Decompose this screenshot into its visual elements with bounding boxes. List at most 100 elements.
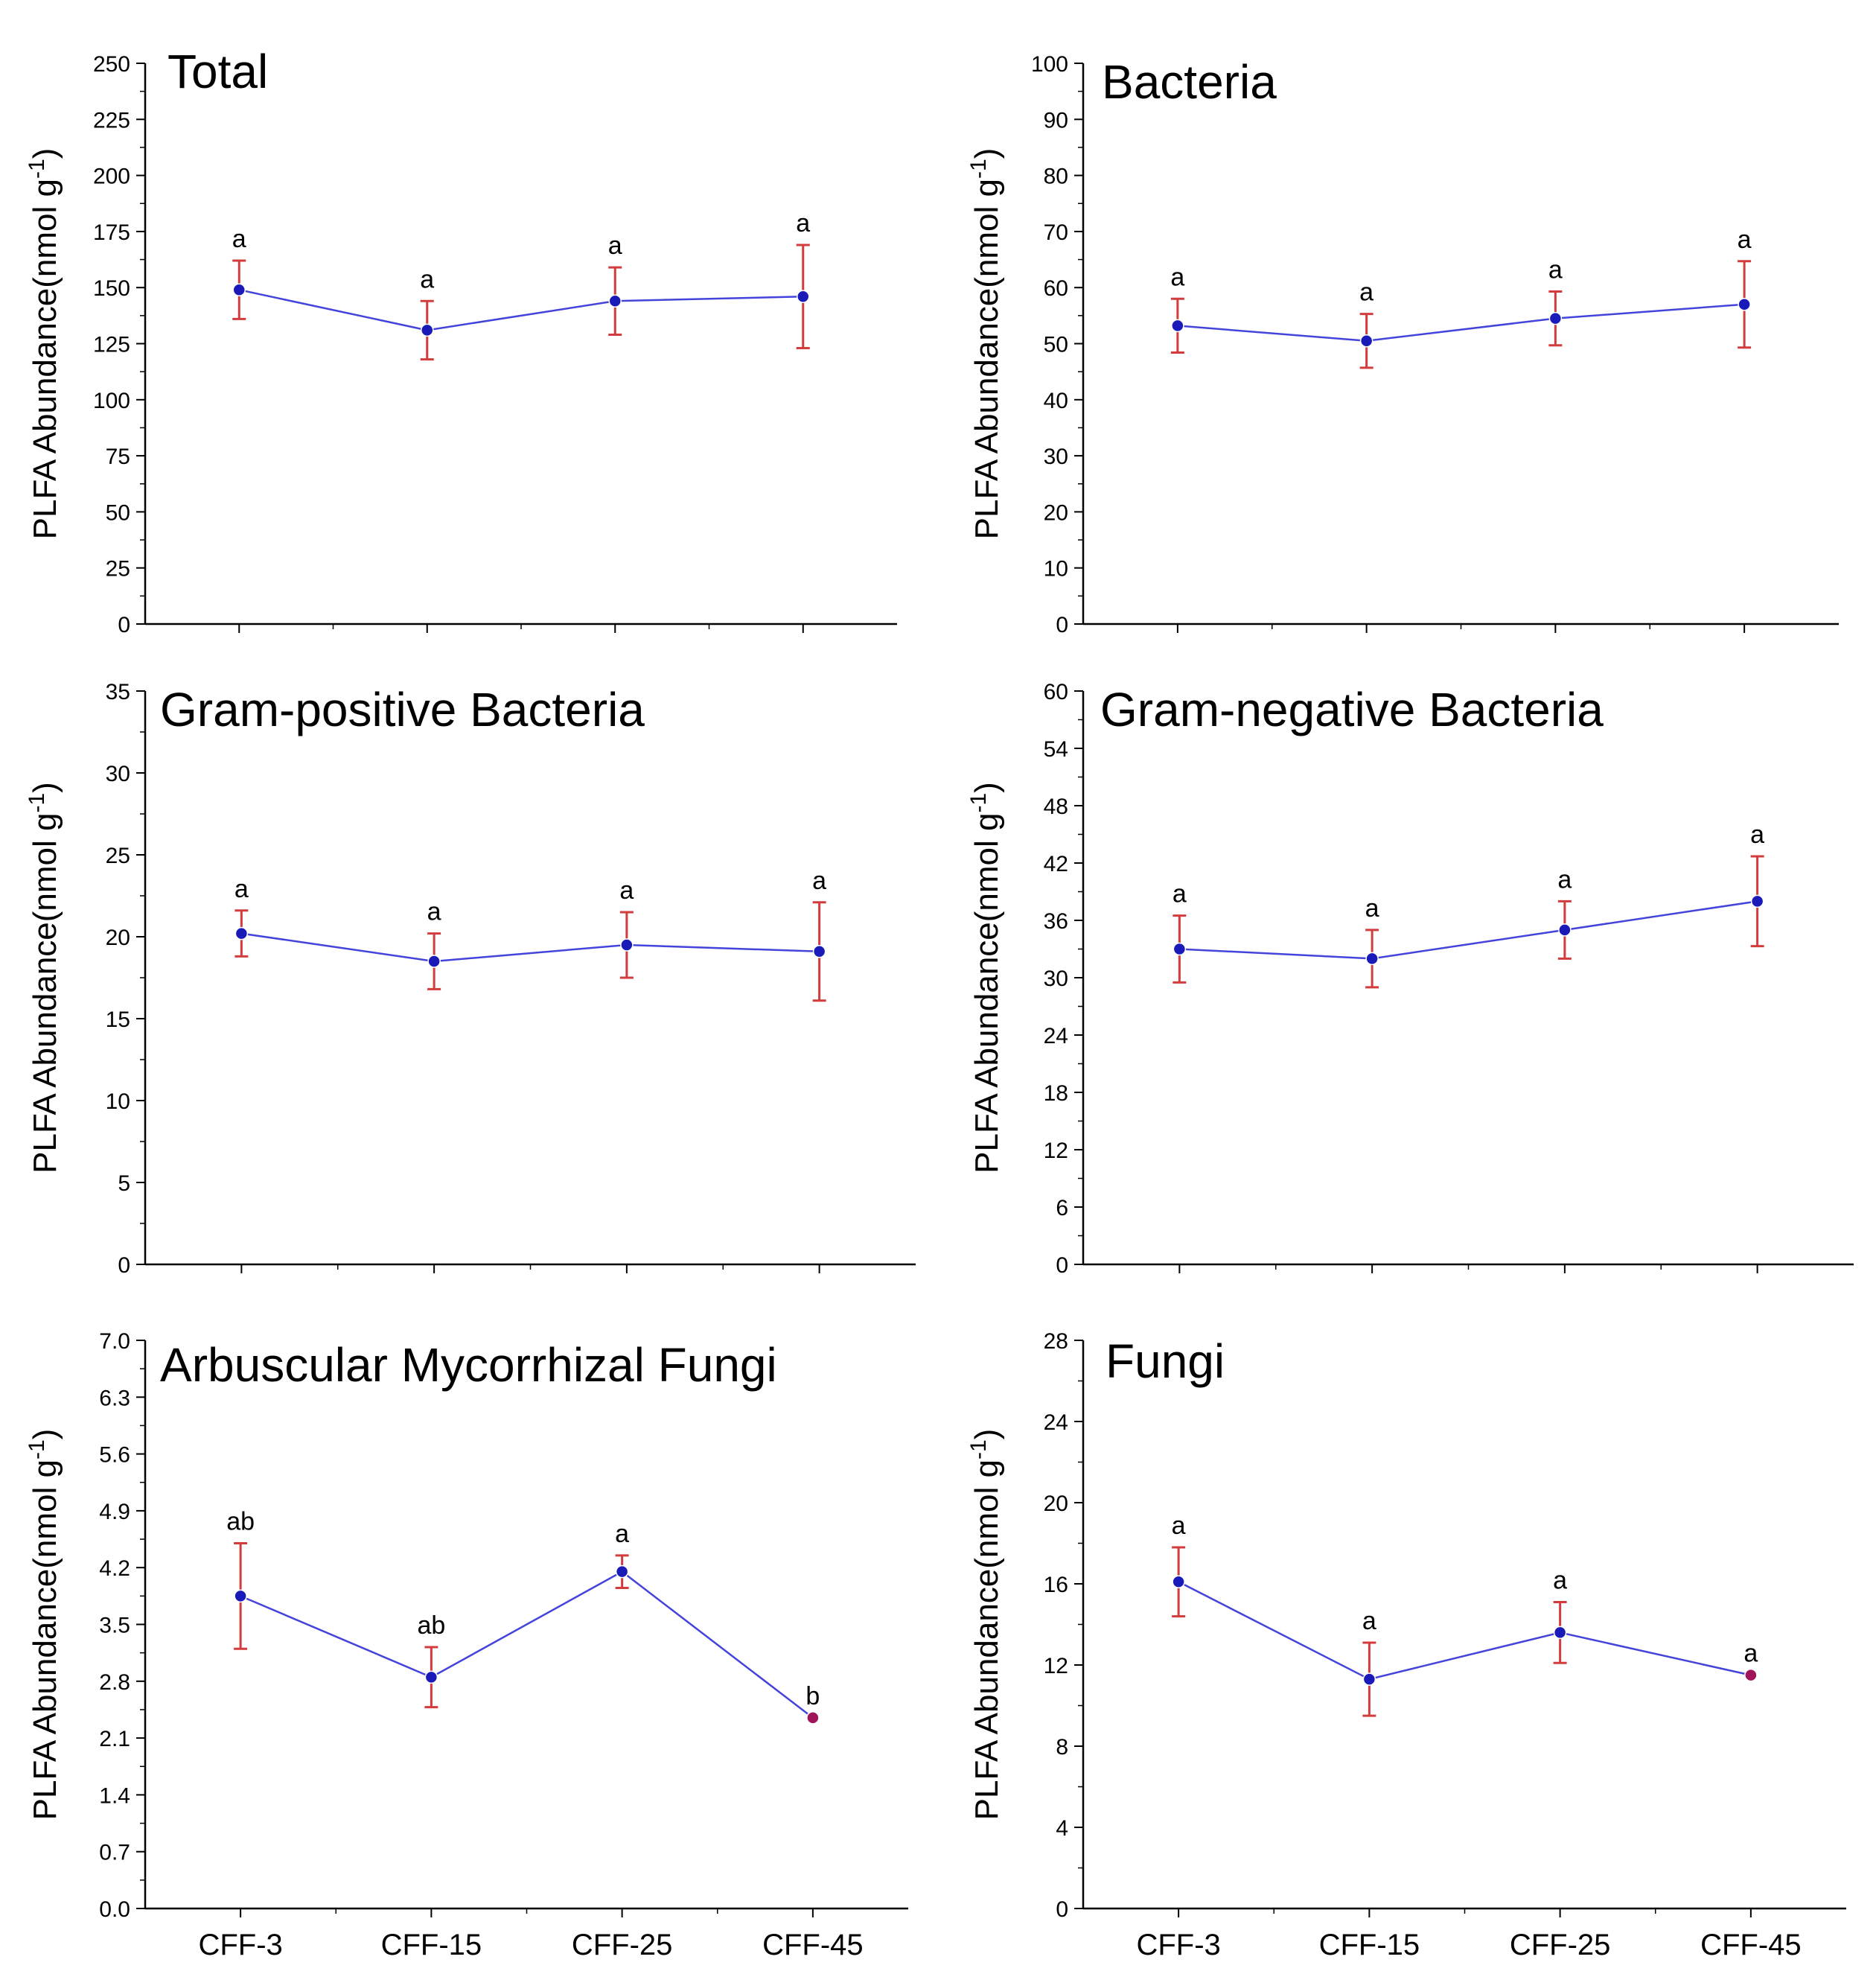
y-tick-label: 36 bbox=[1044, 909, 1068, 934]
y-tick-label: 250 bbox=[93, 52, 130, 77]
data-point bbox=[421, 323, 434, 337]
significance-letter: a bbox=[1365, 894, 1379, 923]
significance-letter: a bbox=[1172, 880, 1187, 908]
y-axis-label-superscript: -1 bbox=[25, 793, 49, 813]
y-tick-label: 3.5 bbox=[99, 1614, 130, 1638]
significance-letter: b bbox=[805, 1682, 820, 1710]
y-tick-label: 80 bbox=[1044, 165, 1068, 189]
y-tick-label: 28 bbox=[1044, 1329, 1068, 1354]
significance-letter: a bbox=[812, 867, 826, 895]
y-axis-label-close: ) bbox=[969, 1429, 1005, 1440]
x-category-label: CFF-15 bbox=[381, 1929, 482, 1961]
y-tick-label: 50 bbox=[106, 500, 130, 525]
chart-panel-3: 0 5 10 15 20 25 30 35 Gram-positive Bacteria PLFA… bbox=[25, 680, 916, 1278]
y-tick-label: 20 bbox=[1044, 1491, 1068, 1516]
y-tick-label: 10 bbox=[1044, 557, 1068, 582]
y-tick-label: 48 bbox=[1044, 795, 1068, 819]
x-category-label: CFF-25 bbox=[572, 1929, 673, 1961]
chart-title: Fungi bbox=[1106, 1334, 1225, 1388]
y-tick-label: 175 bbox=[93, 220, 130, 245]
significance-letter: ab bbox=[417, 1611, 445, 1640]
y-tick-label: 5.6 bbox=[99, 1443, 130, 1468]
y-tick-label: 60 bbox=[1044, 276, 1068, 301]
data-point bbox=[620, 938, 634, 952]
y-tick-label: 4 bbox=[1056, 1816, 1068, 1841]
y-axis-label-superscript: -1 bbox=[25, 159, 49, 179]
data-point bbox=[812, 945, 826, 958]
significance-letter: a bbox=[1170, 263, 1184, 291]
chart-title: Total bbox=[168, 45, 268, 98]
y-axis-label-superscript: -1 bbox=[25, 1439, 49, 1459]
y-axis-label-main: PLFA Abundance(nmol g bbox=[27, 179, 63, 539]
y-tick-label: 8 bbox=[1056, 1735, 1068, 1760]
y-tick-label: 75 bbox=[106, 445, 130, 469]
series-line bbox=[241, 932, 820, 963]
significance-letter: a bbox=[1359, 278, 1374, 307]
y-tick-label: 30 bbox=[1044, 445, 1068, 469]
data-point bbox=[1738, 298, 1751, 311]
significance-letter: a bbox=[234, 875, 249, 903]
x-category-label: CFF-3 bbox=[1136, 1929, 1220, 1961]
x-category-label: CFF-15 bbox=[1319, 1929, 1420, 1961]
y-tick-label: 60 bbox=[1044, 680, 1068, 704]
y-tick-label: 20 bbox=[106, 926, 130, 950]
y-tick-label: 70 bbox=[1044, 220, 1068, 245]
y-tick-label: 12 bbox=[1044, 1139, 1068, 1163]
x-category-label: CFF-3 bbox=[198, 1929, 282, 1961]
data-point bbox=[615, 1564, 629, 1579]
data-point bbox=[234, 926, 249, 940]
y-tick-label: 5 bbox=[118, 1171, 130, 1196]
y-tick-label: 100 bbox=[1031, 52, 1068, 77]
data-point bbox=[234, 1589, 247, 1603]
y-axis-label-main: PLFA Abundance(nmol g bbox=[969, 179, 1005, 539]
y-tick-label: 25 bbox=[106, 557, 130, 582]
data-point bbox=[1553, 1626, 1567, 1640]
y-axis-label-close: ) bbox=[27, 148, 63, 159]
x-category-label: CFF-45 bbox=[1700, 1929, 1802, 1961]
y-tick-label: 12 bbox=[1044, 1654, 1068, 1678]
y-axis-label: PLFA Abundance(nmol g-1) bbox=[25, 1429, 63, 1821]
y-tick-label: 0 bbox=[1056, 1253, 1068, 1278]
x-category-label: CFF-45 bbox=[762, 1929, 864, 1961]
significance-letter: a bbox=[1743, 1640, 1758, 1668]
y-axis-label-main: PLFA Abundance(nmol g bbox=[27, 813, 63, 1174]
data-point bbox=[424, 1670, 438, 1684]
y-tick-label: 100 bbox=[93, 389, 130, 413]
data-point bbox=[608, 294, 622, 308]
y-tick-label: 10 bbox=[106, 1089, 130, 1114]
data-point bbox=[1365, 952, 1379, 966]
y-axis-label-superscript: -1 bbox=[966, 159, 991, 179]
significance-letter: a bbox=[1172, 1512, 1186, 1540]
significance-letter: a bbox=[1557, 865, 1572, 894]
chart-panel-6: 0 4 8 12 16 20 24 28 CFF-3 CFF-15 CFF-25 CFF-45 Fung… bbox=[966, 1329, 1846, 1961]
significance-letter: ab bbox=[226, 1508, 255, 1536]
y-tick-label: 6 bbox=[1056, 1196, 1068, 1220]
y-tick-label: 0 bbox=[1056, 613, 1068, 637]
y-tick-label: 1.4 bbox=[99, 1783, 130, 1808]
y-tick-label: 2.1 bbox=[99, 1727, 130, 1751]
y-axis-label: PLFA Abundance(nmol g-1) bbox=[966, 1429, 1005, 1821]
y-axis-label-superscript: -1 bbox=[966, 793, 991, 813]
data-point bbox=[1548, 311, 1563, 325]
series-line bbox=[240, 1570, 814, 1719]
y-axis-label-close: ) bbox=[969, 148, 1005, 159]
data-point bbox=[232, 283, 246, 296]
data-point bbox=[1744, 1668, 1758, 1682]
significance-letter: a bbox=[615, 1520, 629, 1548]
significance-letter: a bbox=[1548, 255, 1563, 284]
y-tick-label: 0 bbox=[118, 1253, 130, 1278]
y-tick-label: 4.9 bbox=[99, 1500, 130, 1524]
chart-panel-5: 0.0 0.7 1.4 2.1 2.8 3.5 4.2 4.9 5.6 6.3 7.0 CFF-3 CF… bbox=[25, 1329, 908, 1961]
data-point bbox=[797, 290, 810, 303]
y-axis-label: PLFA Abundance(nmol g-1) bbox=[25, 782, 63, 1174]
data-point bbox=[1558, 923, 1572, 937]
y-tick-label: 42 bbox=[1044, 852, 1068, 876]
y-axis-label-superscript: -1 bbox=[966, 1439, 991, 1459]
y-tick-label: 20 bbox=[1044, 500, 1068, 525]
chart-title: Gram-positive Bacteria bbox=[160, 683, 645, 736]
y-tick-label: 0 bbox=[118, 613, 130, 637]
series-line bbox=[1179, 900, 1758, 960]
significance-letter: a bbox=[427, 898, 441, 926]
data-point bbox=[427, 955, 441, 968]
